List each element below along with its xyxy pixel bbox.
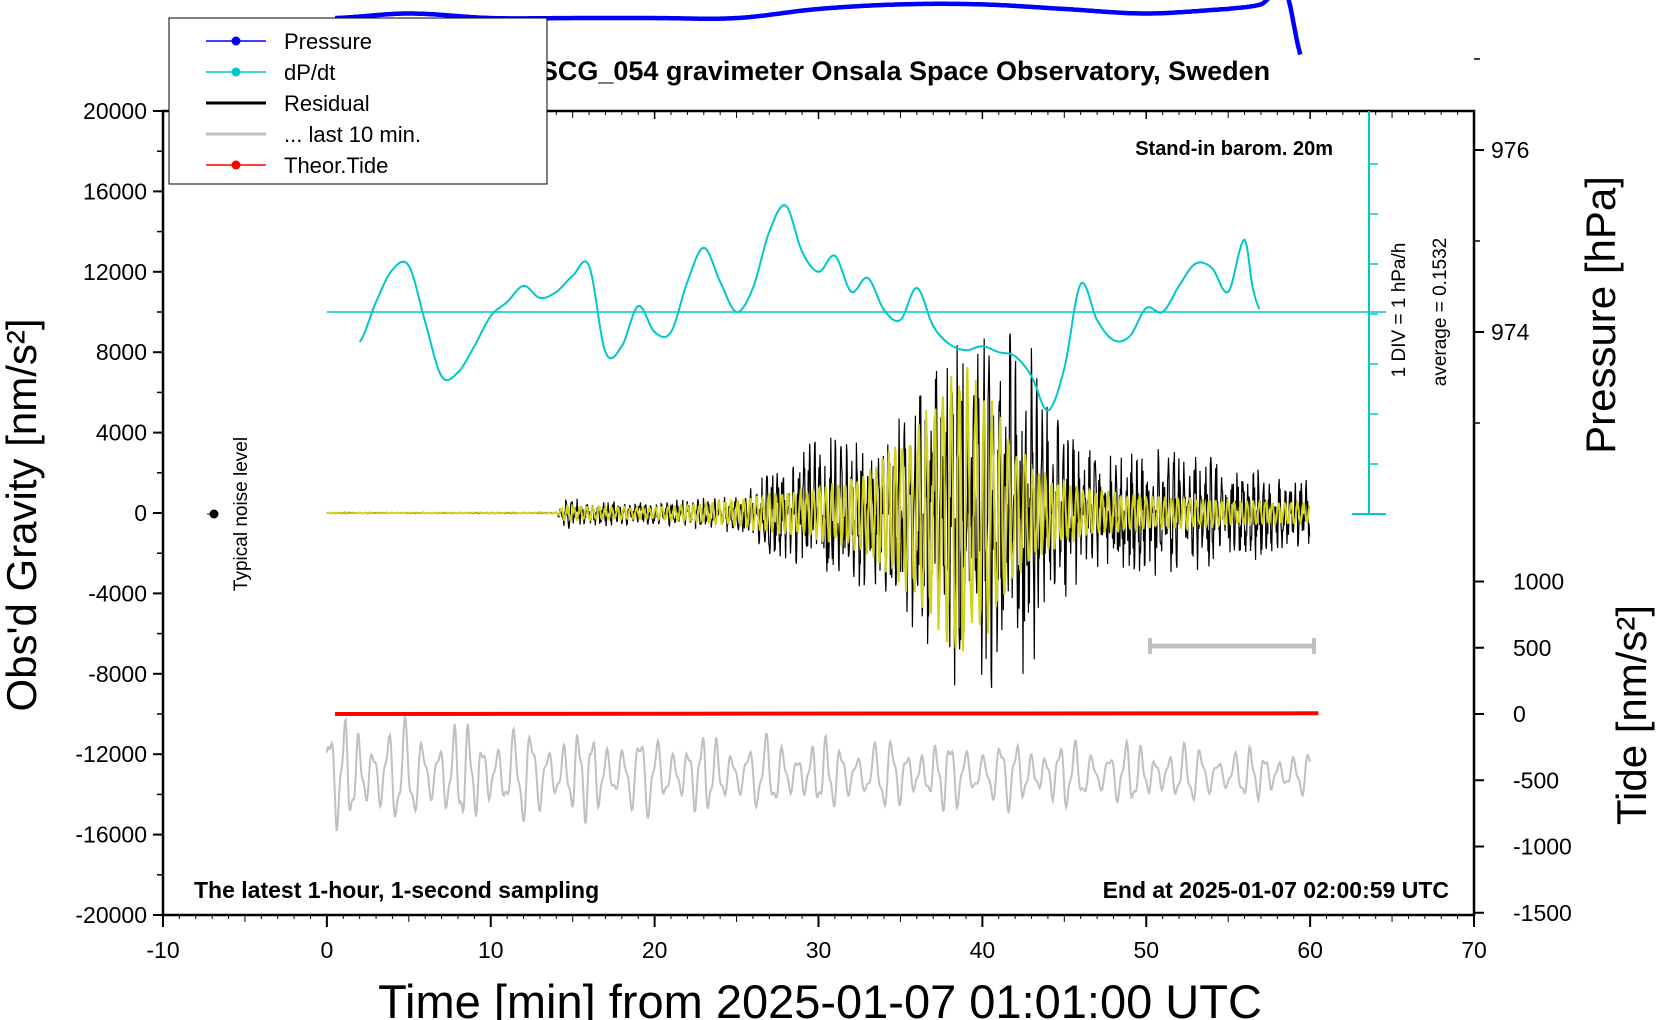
pressure-tick-label: 974 <box>1491 319 1530 345</box>
legend-marker <box>231 67 241 77</box>
y-tick-label: -4000 <box>88 580 147 606</box>
y-tick-label: 0 <box>134 500 147 526</box>
legend-box <box>168 17 548 185</box>
dpdt-average-label: average = 0.1532 <box>1430 238 1451 386</box>
theor-tide-line <box>335 711 1319 716</box>
tide-tick-label: -500 <box>1513 767 1559 793</box>
legend-label: ... last 10 min. <box>284 122 421 147</box>
tide-axis-ticks: -1500 -1000 -500 0 500 1000 <box>1474 569 1572 926</box>
x-tick-label: 40 <box>970 937 996 963</box>
y-tick-label: -16000 <box>75 822 147 848</box>
x-axis-ticks: -10 0 10 20 30 40 50 60 70 <box>146 111 1487 963</box>
y-axis-title: Obs'd Gravity [nm/s²] <box>0 318 45 711</box>
pressure-axis-title: Pressure [hPa] <box>1577 176 1624 454</box>
x-tick-label: 70 <box>1461 937 1487 963</box>
x-tick-label: -10 <box>146 937 179 963</box>
end-time-note: End at 2025-01-07 02:00:59 UTC <box>1103 877 1449 903</box>
noise-level-label: Typical noise level <box>231 437 252 591</box>
legend-marker <box>231 160 241 170</box>
x-axis-title: Time [min] from 2025-01-07 01:01:00 UTC <box>378 975 1262 1020</box>
tide-tick-label: -1000 <box>1513 834 1572 860</box>
y-axis-ticks: -20000 -16000 -12000 -8000 -4000 0 4000 8000 120… <box>75 98 163 928</box>
dpdt-line <box>358 203 1261 412</box>
y-tick-label: -12000 <box>75 741 147 767</box>
tide-tick-label: -1500 <box>1513 900 1572 926</box>
tide-tick-label: 1000 <box>1513 569 1564 595</box>
y-tick-label: 12000 <box>83 259 147 285</box>
x-tick-label: 0 <box>320 937 333 963</box>
tide-tick-label: 500 <box>1513 635 1551 661</box>
legend-label: dP/dt <box>284 60 335 85</box>
legend-label: Pressure <box>284 29 372 54</box>
tide-tick-label: 0 <box>1513 701 1526 727</box>
pressure-axis-ticks: 974976978980 <box>1474 58 1530 424</box>
y-tick-label: 20000 <box>83 98 147 124</box>
dpdt-scale-bar <box>326 111 1386 515</box>
dpdt-scale-label: 1 DIV = 1 hPa/h <box>1389 243 1410 378</box>
x-tick-label: 10 <box>478 937 504 963</box>
last-10-min-line <box>325 715 1312 832</box>
y-tick-label: 8000 <box>96 339 147 365</box>
x-tick-label: 50 <box>1133 937 1159 963</box>
x-tick-label: 60 <box>1297 937 1323 963</box>
y-tick-label: -20000 <box>75 902 147 928</box>
sampling-note: The latest 1-hour, 1-second sampling <box>194 877 599 903</box>
residual-filtered-line <box>326 366 1311 652</box>
legend: Pressure dP/dt Residual ... last 10 min. The… <box>168 17 548 185</box>
y-tick-label: 4000 <box>96 420 147 446</box>
x-tick-label: 20 <box>642 937 668 963</box>
tide-axis-title: Tide [nm/s²] <box>1608 605 1655 825</box>
legend-marker <box>231 36 241 46</box>
y-tick-label: 16000 <box>83 178 147 204</box>
legend-label: Residual <box>284 91 370 116</box>
chart-title: SCG_054 gravimeter Onsala Space Observat… <box>540 56 1270 86</box>
pressure-tick-label: 976 <box>1491 137 1529 163</box>
legend-label: Theor.Tide <box>284 153 388 178</box>
noise-level-marker <box>209 509 219 519</box>
y-tick-label: -8000 <box>88 661 147 687</box>
x-tick-label: 30 <box>806 937 832 963</box>
barometer-note: Stand-in barom. 20m <box>1135 138 1333 160</box>
